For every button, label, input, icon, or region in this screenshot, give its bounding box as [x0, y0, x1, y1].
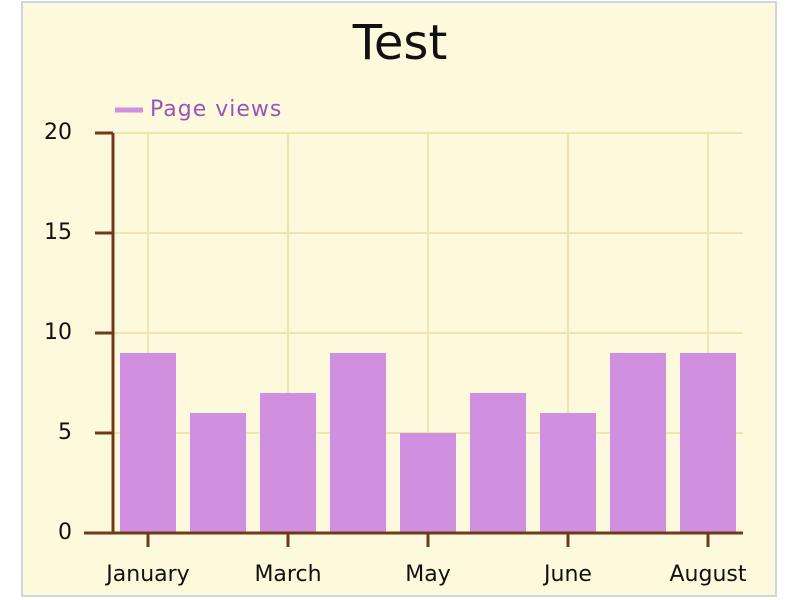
- x-tick-label: June: [542, 562, 592, 587]
- bar: [680, 353, 736, 533]
- bar: [330, 353, 386, 533]
- bar: [400, 433, 456, 533]
- bar: [260, 393, 316, 533]
- x-tick-label: May: [405, 562, 450, 587]
- y-tick-label: 5: [58, 420, 72, 445]
- legend-label: Page views: [150, 97, 282, 122]
- bar: [190, 413, 246, 533]
- bar: [610, 353, 666, 533]
- y-tick-label: 10: [44, 320, 72, 345]
- x-tick-label: March: [254, 562, 321, 587]
- bar: [540, 413, 596, 533]
- bar: [470, 393, 526, 533]
- y-tick-label: 15: [44, 220, 72, 245]
- chart-title: Test: [352, 15, 448, 71]
- x-tick-label: January: [104, 562, 189, 587]
- x-tick-label: August: [670, 562, 747, 587]
- y-tick-label: 20: [44, 120, 72, 145]
- bar: [120, 353, 176, 533]
- y-tick-label: 0: [58, 520, 72, 545]
